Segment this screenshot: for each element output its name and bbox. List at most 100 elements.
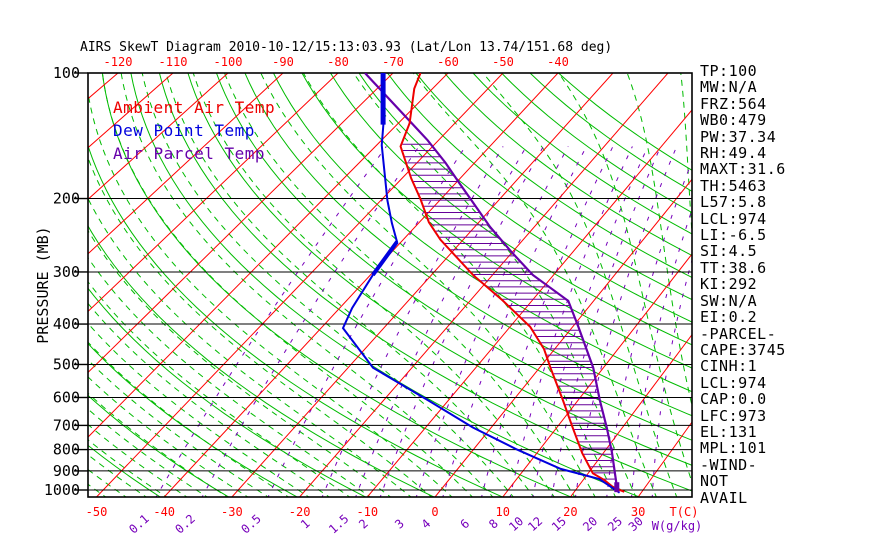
moist-adiabat-line [482,73,678,497]
stat-line: CAPE:3745 [700,340,786,359]
bottom-temp-label: -40 [153,505,175,519]
mixing-ratio-line [606,159,692,497]
dry-adiabat-line [88,287,367,497]
stat-line: -WIND- [700,455,758,474]
stat-line: WB0:479 [700,111,767,130]
stat-line: RH:49.4 [700,144,767,163]
dry-adiabat-line [415,73,692,278]
bottom-temp-label: 10 [495,505,509,519]
mixing-ratio-label: 3 [392,516,407,531]
moist-adiabat-line [165,73,535,497]
stat-line: TH:5463 [700,176,767,195]
bottom-temp-label: 30 [631,505,645,519]
stat-line: EL:131 [700,422,758,441]
mixing-ratio-label: 0.1 [126,512,151,537]
dewpoint-curve [341,73,621,494]
bottom-temp-label: -20 [289,505,311,519]
isotherm-line [88,73,449,438]
mixing-ratio-label: 1 [298,516,313,531]
pressure-tick-label: 600 [53,388,80,406]
bottom-temp-label: 20 [563,505,577,519]
isotherm-line [96,73,504,497]
isotherm-line [88,73,284,255]
moist-adiabat-line [88,256,371,497]
bottom-temp-label: -50 [86,505,108,519]
mixing-ratio-line [355,146,527,497]
moist-adiabat-line [302,73,617,497]
top-temp-label: -70 [382,55,404,69]
moist-adiabat-line [88,156,433,497]
stat-line: LCL:974 [700,209,767,228]
pressure-tick-label: 1000 [44,481,80,499]
stat-line: FRZ:564 [700,94,767,113]
moist-adiabat-line [224,73,576,497]
moist-adiabat-line [88,341,290,497]
stat-line: MPL:101 [700,439,767,458]
mixing-ratio-label: 20 [580,514,600,534]
legend-ambient: Ambient Air Temp [113,98,276,117]
moist-adiabat-line [88,89,453,497]
legend: Ambient Air Temp Dew Point Temp Air Parc… [113,96,275,165]
mixing-ratio-label: 1.5 [326,512,351,537]
dry-adiabat-line [187,73,692,466]
pressure-tick-label: 200 [53,190,80,208]
dry-adiabat-line [444,73,692,257]
bottom-temp-label: -30 [221,505,243,519]
top-temp-label: -100 [214,55,243,69]
mixing-unit-label: W(g/kg) [652,519,703,533]
stat-line: LFC:973 [700,406,767,425]
top-temp-label: -90 [272,55,294,69]
moist-adiabat-line [353,73,637,497]
isotherm-line [88,73,394,374]
isotherm-line [88,73,174,149]
dry-adiabat-line [472,73,692,235]
moist-adiabat-line [192,73,555,497]
moist-adiabat-line [88,322,310,497]
dry-adiabat-line [330,73,692,346]
dry-adiabat-line [88,144,504,497]
isotherm-line [774,73,870,497]
isotherm-line [163,73,559,497]
stat-line: CINH:1 [700,357,758,376]
legend-parcel: Air Parcel Temp [113,144,265,163]
ambient-temp-curve [399,73,625,493]
parcel-curve [364,73,619,488]
top-temp-label: -60 [437,55,459,69]
stat-line: LCL:974 [700,373,767,392]
pressure-axis-title: PRESSURE (MB) [34,226,52,343]
moist-adiabat-line [88,408,209,497]
mixing-ratio-line [155,146,387,497]
isotherm-line [88,73,339,313]
mixing-ratio-line [379,146,544,497]
mixing-ratio-line [442,146,587,497]
dry-adiabat-line [130,73,641,497]
dry-adiabat-line [529,73,692,192]
pressure-tick-label: 400 [53,315,80,333]
moist-adiabat-line [260,73,596,497]
pressure-tick-label: 500 [53,355,80,373]
mixing-ratio-line [509,146,633,497]
moist-adiabat-line [88,392,229,497]
mixing-ratio-line [551,146,662,497]
isotherm-line [637,421,692,497]
isotherm-line [88,73,229,200]
moist-adiabat-line [101,73,474,497]
top-temp-label: -80 [327,55,349,69]
dry-adiabat-line [158,73,692,492]
top-temp-label: -120 [104,55,133,69]
stat-line: EI:0.2 [700,308,758,327]
mixing-ratio-label: 0.2 [172,512,197,537]
temp-unit-label: T(C) [670,505,699,519]
dry-adiabat-line [88,394,230,497]
top-temp-label: -50 [492,55,514,69]
isotherm-line [502,253,692,497]
moist-adiabat-line [558,73,692,484]
dry-adiabat-line [244,73,692,417]
top-temp-label: -110 [159,55,188,69]
mixing-ratio-line [415,146,569,497]
stat-line: PW:37.34 [700,127,777,146]
stat-line: KI:292 [700,275,758,294]
mixing-ratio-line [532,146,649,497]
dry-adiabat-line [215,73,692,441]
